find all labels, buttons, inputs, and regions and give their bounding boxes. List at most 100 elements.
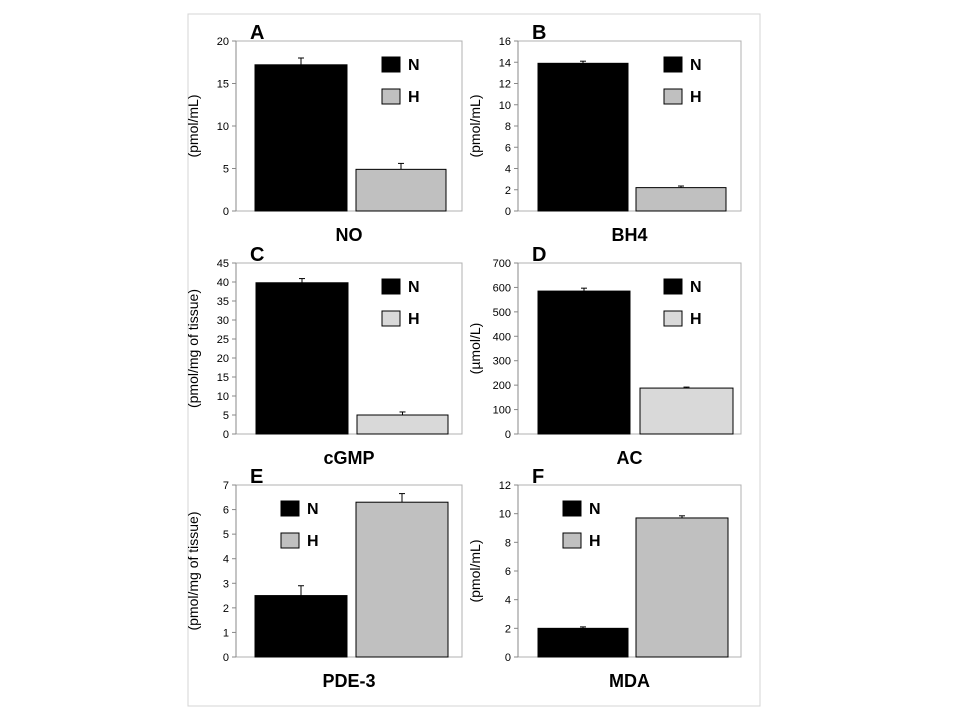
panel-d-bar-n bbox=[537, 290, 631, 435]
panel-b-y-tick-label: 14 bbox=[499, 57, 511, 69]
panel-c-y-tick-label: 25 bbox=[217, 334, 229, 346]
panel-c-y-tick-label: 30 bbox=[217, 315, 229, 327]
panel-e-y-tick-label: 7 bbox=[223, 480, 229, 492]
panel-f-legend-label-h: H bbox=[589, 533, 601, 550]
panel-d-y-tick-label: 0 bbox=[505, 429, 511, 441]
panel-f-y-tick-label: 8 bbox=[505, 537, 511, 549]
panel-b-x-label: BH4 bbox=[611, 225, 647, 245]
panel-b-y-tick-label: 0 bbox=[505, 206, 511, 218]
panel-f-y-tick-label: 4 bbox=[505, 595, 511, 607]
panel-c-legend-swatch-n bbox=[381, 278, 401, 295]
panel-c-legend-label-h: H bbox=[408, 311, 420, 328]
panel-c-y-tick-label: 45 bbox=[217, 258, 229, 270]
panel-c-y-tick-label: 5 bbox=[223, 410, 229, 422]
panel-f-legend-swatch-n bbox=[562, 500, 582, 517]
panel-e-y-tick-label: 5 bbox=[223, 529, 229, 541]
panel-e-y-tick-label: 6 bbox=[223, 505, 229, 517]
panel-d-legend-swatch-n bbox=[663, 278, 683, 295]
panel-a-legend-swatch-h bbox=[381, 88, 401, 105]
panel-d-letter: D bbox=[532, 244, 546, 266]
panel-d-y-tick-label: 400 bbox=[493, 331, 511, 343]
panel-c-x-label: cGMP bbox=[323, 448, 374, 468]
panel-f-y-tick-label: 0 bbox=[505, 652, 511, 664]
panel-a-y-tick-label: 0 bbox=[223, 206, 229, 218]
panel-e-legend-label-h: H bbox=[307, 533, 319, 550]
panel-f-y-tick-label: 2 bbox=[505, 623, 511, 635]
panel-e-bar-h bbox=[355, 501, 449, 658]
panel-d-legend-swatch-h bbox=[663, 310, 683, 327]
panel-d-legend-label-n: N bbox=[690, 279, 702, 296]
panel-c-legend-label-n: N bbox=[408, 279, 420, 296]
panel-c-y-axis-label: (pmol/mg of tissue) bbox=[185, 289, 201, 408]
panel-a-legend-label-n: N bbox=[408, 57, 420, 74]
panel-b-y-tick-label: 2 bbox=[505, 185, 511, 197]
panel-b-y-tick-label: 16 bbox=[499, 36, 511, 48]
panel-c-y-tick-label: 35 bbox=[217, 296, 229, 308]
panel-c-bar-n bbox=[255, 282, 349, 435]
panel-c-bar-h bbox=[356, 414, 449, 435]
panel-e-legend-label-n: N bbox=[307, 501, 319, 518]
panel-a-letter: A bbox=[250, 22, 264, 44]
panel-d-legend-label-h: H bbox=[690, 311, 702, 328]
panel-c-letter: C bbox=[250, 244, 264, 266]
panel-b-legend-label-n: N bbox=[690, 57, 702, 74]
panel-b-letter: B bbox=[532, 22, 546, 44]
panel-e-y-tick-label: 1 bbox=[223, 627, 229, 639]
panel-b-y-tick-label: 6 bbox=[505, 142, 511, 154]
panel-b-y-tick-label: 12 bbox=[499, 79, 511, 91]
panel-b-legend-label-h: H bbox=[690, 89, 702, 106]
panel-a-y-axis-label: (pmol/mL) bbox=[185, 94, 201, 157]
panel-b-y-axis-label: (pmol/mL) bbox=[467, 94, 483, 157]
panel-d-y-axis-label: (µmol/L) bbox=[467, 323, 483, 375]
panel-d-y-tick-label: 100 bbox=[493, 405, 511, 417]
panel-a-legend-swatch-n bbox=[381, 56, 401, 73]
panel-e-y-axis-label: (pmol/mg of tissue) bbox=[185, 511, 201, 630]
panel-b-legend-swatch-h bbox=[663, 88, 683, 105]
panel-c-y-tick-label: 10 bbox=[217, 391, 229, 403]
panel-a-x-label: NO bbox=[336, 225, 363, 245]
panel-c-y-tick-label: 20 bbox=[217, 353, 229, 365]
panel-e-legend-swatch-h bbox=[280, 532, 300, 549]
panel-f-x-label: MDA bbox=[609, 671, 650, 691]
figure-border bbox=[187, 13, 761, 707]
panel-c-legend-swatch-h bbox=[381, 310, 401, 327]
panel-a-legend-label-h: H bbox=[408, 89, 420, 106]
panel-d-y-tick-label: 200 bbox=[493, 380, 511, 392]
panel-d-y-tick-label: 600 bbox=[493, 282, 511, 294]
panel-e-y-tick-label: 2 bbox=[223, 603, 229, 615]
panel-f-letter: F bbox=[532, 466, 544, 488]
panel-b-y-tick-label: 4 bbox=[505, 164, 511, 176]
panel-d-y-tick-label: 700 bbox=[493, 258, 511, 270]
panel-a-y-tick-label: 15 bbox=[217, 79, 229, 91]
panel-b-bar-n bbox=[537, 62, 629, 212]
panel-d-y-tick-label: 500 bbox=[493, 307, 511, 319]
panel-f-legend-swatch-h bbox=[562, 532, 582, 549]
panel-a-bar-h bbox=[355, 168, 447, 212]
panel-e-x-label: PDE-3 bbox=[322, 671, 375, 691]
panel-e-letter: E bbox=[250, 466, 263, 488]
panel-f-bar-h bbox=[635, 517, 729, 658]
panel-f-y-tick-label: 10 bbox=[499, 509, 511, 521]
panel-d-bar-h bbox=[639, 387, 734, 435]
panel-c-y-tick-label: 15 bbox=[217, 372, 229, 384]
panel-a-y-tick-label: 5 bbox=[223, 164, 229, 176]
panel-b-y-tick-label: 8 bbox=[505, 121, 511, 133]
panel-f-legend-label-n: N bbox=[589, 501, 601, 518]
panel-e-y-tick-label: 0 bbox=[223, 652, 229, 664]
panel-b-legend-swatch-n bbox=[663, 56, 683, 73]
panel-e-y-tick-label: 3 bbox=[223, 578, 229, 590]
panel-b-y-tick-label: 10 bbox=[499, 100, 511, 112]
panel-c-y-tick-label: 40 bbox=[217, 277, 229, 289]
panel-d-x-label: AC bbox=[617, 448, 643, 468]
panel-f-y-tick-label: 6 bbox=[505, 566, 511, 578]
panel-a-bar-n bbox=[254, 64, 348, 212]
panel-c-y-tick-label: 0 bbox=[223, 429, 229, 441]
panel-f-y-tick-label: 12 bbox=[499, 480, 511, 492]
panel-e-legend-swatch-n bbox=[280, 500, 300, 517]
panel-f-bar-n bbox=[537, 627, 629, 658]
panel-d-y-tick-label: 300 bbox=[493, 356, 511, 368]
panel-e-y-tick-label: 4 bbox=[223, 554, 229, 566]
panel-a-y-tick-label: 10 bbox=[217, 121, 229, 133]
